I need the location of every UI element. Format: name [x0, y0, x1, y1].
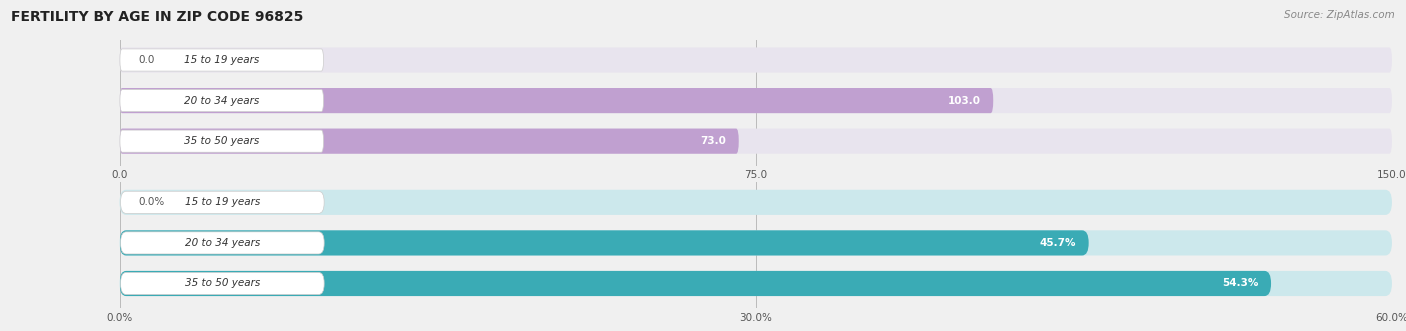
- Text: 54.3%: 54.3%: [1222, 278, 1258, 289]
- FancyBboxPatch shape: [120, 271, 1392, 296]
- FancyBboxPatch shape: [121, 272, 325, 295]
- Text: FERTILITY BY AGE IN ZIP CODE 96825: FERTILITY BY AGE IN ZIP CODE 96825: [11, 10, 304, 24]
- Text: 45.7%: 45.7%: [1039, 238, 1076, 248]
- Text: 0.0%: 0.0%: [139, 197, 165, 207]
- FancyBboxPatch shape: [120, 271, 1271, 296]
- FancyBboxPatch shape: [120, 88, 993, 113]
- FancyBboxPatch shape: [120, 230, 1088, 256]
- Text: 73.0: 73.0: [700, 136, 725, 146]
- FancyBboxPatch shape: [120, 128, 738, 154]
- FancyBboxPatch shape: [120, 190, 1392, 215]
- FancyBboxPatch shape: [120, 49, 323, 71]
- Text: 35 to 50 years: 35 to 50 years: [184, 136, 259, 146]
- Text: 20 to 34 years: 20 to 34 years: [184, 96, 259, 106]
- Text: 103.0: 103.0: [948, 96, 980, 106]
- FancyBboxPatch shape: [121, 232, 325, 254]
- FancyBboxPatch shape: [120, 130, 323, 152]
- Text: Source: ZipAtlas.com: Source: ZipAtlas.com: [1284, 10, 1395, 20]
- FancyBboxPatch shape: [120, 128, 1392, 154]
- FancyBboxPatch shape: [120, 89, 323, 112]
- Text: 0.0: 0.0: [139, 55, 155, 65]
- FancyBboxPatch shape: [121, 191, 325, 213]
- FancyBboxPatch shape: [120, 88, 1392, 113]
- FancyBboxPatch shape: [120, 47, 1392, 72]
- Text: 15 to 19 years: 15 to 19 years: [184, 197, 260, 207]
- FancyBboxPatch shape: [120, 230, 1392, 256]
- Text: 35 to 50 years: 35 to 50 years: [184, 278, 260, 289]
- Text: 15 to 19 years: 15 to 19 years: [184, 55, 259, 65]
- Text: 20 to 34 years: 20 to 34 years: [184, 238, 260, 248]
